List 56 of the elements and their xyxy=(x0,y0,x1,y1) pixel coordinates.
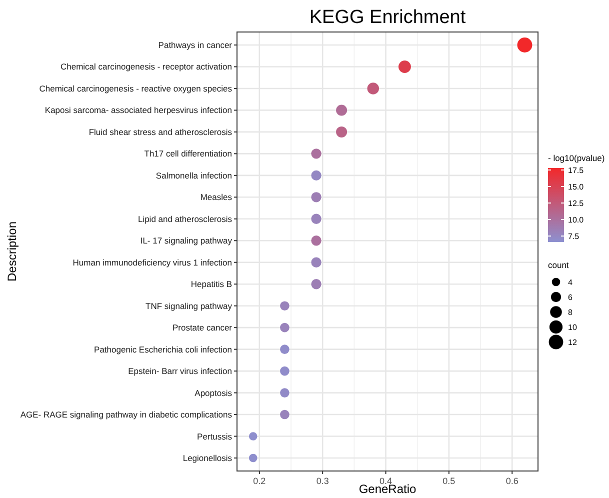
y-tick-label: Th17 cell differentiation xyxy=(144,148,232,159)
x-tick-label: 0.2 xyxy=(253,476,266,486)
chart-title: KEGG Enrichment xyxy=(309,7,466,28)
y-tick-label: Pertussis xyxy=(197,431,232,442)
legend-label: 6 xyxy=(568,293,573,302)
color-bar-label: 17.5 xyxy=(568,166,584,175)
point xyxy=(311,257,322,268)
y-tick-label: Human immunodeficiency virus 1 infection xyxy=(72,257,232,268)
y-tick-label: AGE- RAGE signaling pathway in diabetic complications xyxy=(20,410,232,420)
point xyxy=(311,170,322,181)
legend-label: 4 xyxy=(568,278,573,287)
x-tick-label: 0.3 xyxy=(316,476,329,486)
y-tick-label: Fluid shear stress and atherosclerosis xyxy=(88,126,232,137)
y-tick-label: Kaposi sarcoma- associated herpesvirus infection xyxy=(44,105,232,116)
point xyxy=(280,388,290,398)
y-axis-title: Description xyxy=(5,221,19,282)
point xyxy=(280,344,290,354)
color-bar-title: - log10(pvalue) xyxy=(548,153,605,163)
y-tick-label: Prostate cancer xyxy=(172,322,232,333)
point xyxy=(311,214,322,224)
point xyxy=(336,104,348,116)
color-bar-label: 15.0 xyxy=(568,182,584,192)
y-tick-label: Hepatitis B xyxy=(190,279,232,290)
y-tick-label: Chemical carcinogenesis - reactive oxygen species xyxy=(39,83,232,94)
y-tick-label: Pathogenic Escherichia coli infection xyxy=(94,344,232,354)
y-tick-label: IL- 17 signaling pathway xyxy=(140,236,233,246)
point xyxy=(280,366,290,376)
x-tick-label: 0.5 xyxy=(442,476,456,486)
legend-title: count xyxy=(548,260,570,270)
point xyxy=(367,82,380,94)
y-tick-label: Epstein- Barr virus infection xyxy=(128,366,232,376)
point xyxy=(280,301,290,310)
y-tick-label: Apoptosis xyxy=(194,388,232,398)
point xyxy=(248,454,258,462)
y-tick-label: Pathways in cancer xyxy=(158,40,232,50)
color-bar-label: 12.5 xyxy=(568,199,584,208)
point xyxy=(311,236,322,246)
y-tick-label: Chemical carcinogenesis - receptor activation xyxy=(60,62,232,72)
point xyxy=(280,322,290,332)
point xyxy=(311,279,322,290)
y-tick-label: Legionellosis xyxy=(182,453,232,463)
x-tick-label: 0.6 xyxy=(506,476,518,486)
y-tick-label: TNF signaling pathway xyxy=(146,300,233,311)
legend-label: 12 xyxy=(568,338,578,347)
y-tick-label: Lipid and atherosclerosis xyxy=(138,214,232,224)
legend-label: 8 xyxy=(568,308,573,317)
point xyxy=(336,126,348,138)
y-tick-label: Salmonella infection xyxy=(156,170,232,180)
point xyxy=(280,410,290,420)
color-bar-label: 10.0 xyxy=(568,216,584,225)
legend-label: 10 xyxy=(568,323,578,332)
point xyxy=(311,192,322,202)
color-bar-label: 7.5 xyxy=(568,232,580,242)
y-tick-label: Measles xyxy=(200,192,232,202)
point xyxy=(311,148,322,159)
x-tick-label: 0.4 xyxy=(380,476,392,486)
